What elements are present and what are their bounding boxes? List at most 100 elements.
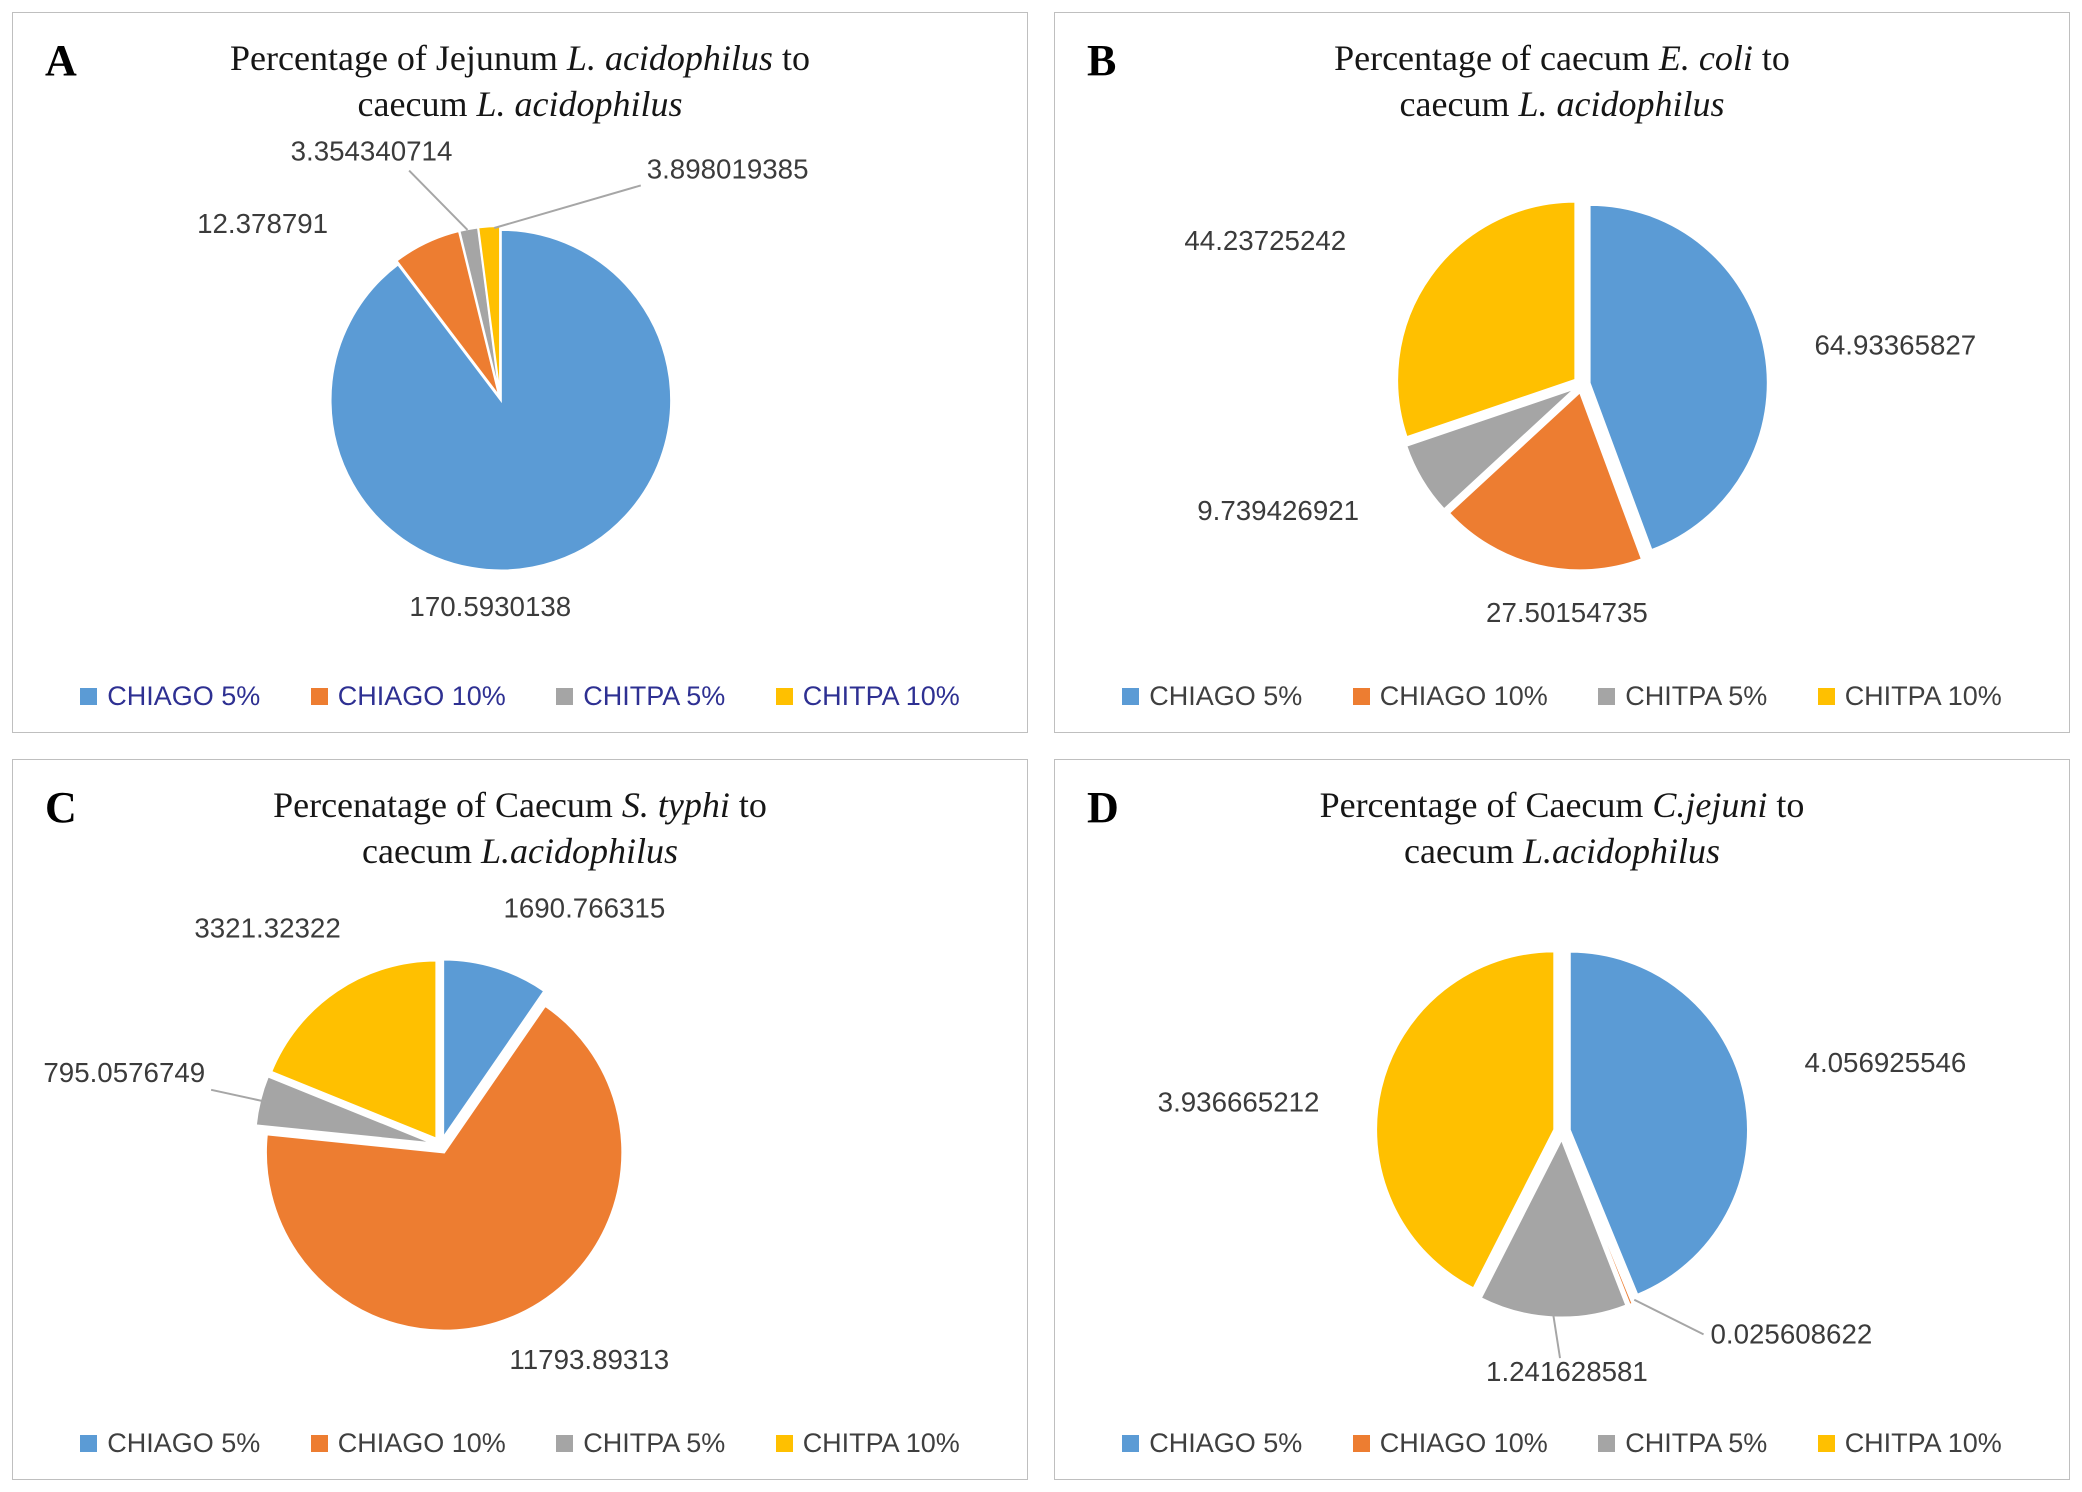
legend-label: CHIAGO 5% [107,1428,261,1458]
title-text-segment: caecum [1399,84,1519,125]
panel-letter-c: C [45,783,77,832]
legend-label: CHIAGO 10% [337,681,506,711]
legend-item-chiago-5-: CHIAGO 5% [1122,681,1302,712]
legend-swatch [80,1435,98,1452]
chart-title-line: Percentage of caecum E. coli to [1147,35,1977,81]
panel-d: D Percentage of Caecum C.jejuni to caecum… [1054,759,2070,1480]
title-italic-segment: E. coli [1658,38,1753,78]
title-text-segment: Percenatage of Caecum [273,785,622,825]
legend-label: CHITPA 5% [583,681,726,711]
chart-legend-b: CHIAGO 5% CHIAGO 10% CHITPA 5% CHITPA 10% [1067,675,2057,716]
title-italic-segment: L. acidophilus [566,38,773,78]
pie-chart-a: 170.5930138 12.378791 3.354340714 3.8980193… [197,136,809,622]
legend-swatch [310,1435,328,1452]
chart-title-line: caecum L. acidophilus [1147,81,1977,127]
chart-title-b: Percentage of caecum E. coli to caecum L.… [1147,35,1977,127]
pie-slice-chitpa-5- [1405,387,1576,511]
legend-item-chitpa-5-: CHITPA 5% [1598,1428,1767,1459]
pie-chart-c: 1690.766315 11793.89313 795.0576749 3321.32… [43,893,669,1375]
chart-title-c: Percenatage of Caecum S. typhi to caecum … [105,782,935,874]
title-italic-segment: L. acidophilus [1518,84,1725,125]
label-leader-line [1633,1298,1705,1336]
legend-swatch [1817,688,1835,705]
data-label-chitpa-10-: 3.936665212 [1158,1087,1320,1118]
legend-swatch [1352,688,1370,705]
legend-item-chitpa-5-: CHITPA 5% [556,681,725,712]
legend-item-chiago-10-: CHIAGO 10% [1352,681,1548,712]
legend-item-chitpa-5-: CHITPA 5% [556,1428,725,1459]
data-label-chiago-10-: 12.378791 [197,208,328,239]
title-italic-segment: L.acidophilus [480,831,678,872]
data-label-chitpa-5-: 1.241628581 [1486,1356,1648,1387]
pie-slice-chiago-10- [1564,1138,1634,1307]
legend-swatch [775,688,793,705]
legend-item-chiago-5-: CHIAGO 5% [80,1428,260,1459]
data-label-chitpa-10-: 3321.32322 [194,913,340,944]
chart-title-line: Percenatage of Caecum S. typhi to [105,782,935,828]
data-label-chiago-5-: 64.93365827 [1814,330,1976,361]
legend-swatch [1598,1435,1616,1452]
chart-legend-d: CHIAGO 5% CHIAGO 10% CHITPA 5% CHITPA 10% [1067,1422,2057,1463]
legend-item-chiago-5-: CHIAGO 5% [1122,1428,1302,1459]
legend-swatch [80,688,98,705]
data-label-chitpa-10-: 3.898019385 [647,154,809,185]
data-label-chiago-5-: 4.056925546 [1805,1047,1967,1078]
legend-swatch [1817,1435,1835,1452]
pie-slice-chiago-5- [1568,950,1749,1297]
legend-label: CHITPA 10% [802,1428,960,1458]
label-leader-line [210,1089,266,1103]
chart-legend-a: CHIAGO 5% CHIAGO 10% CHITPA 5% CHITPA 10% [25,675,1015,716]
pie-slice-chiago-10- [264,1004,624,1332]
legend-item-chitpa-5-: CHITPA 5% [1598,681,1767,712]
pie-slice-chitpa-10- [1396,200,1577,439]
legend-label: CHITPA 10% [1844,1428,2002,1458]
chart-legend-c: CHIAGO 5% CHIAGO 10% CHITPA 5% CHITPA 10% [25,1422,1015,1463]
pie-chart-b: 64.93365827 27.50154735 9.739426921 44.2372… [1184,200,1976,628]
legend-label: CHITPA 10% [1844,681,2002,711]
legend-label: CHITPA 5% [583,1428,726,1458]
chart-title-line: caecum L. acidophilus [105,81,935,127]
pie-slice-chiago-5- [1588,203,1769,552]
legend-item-chitpa-10-: CHITPA 10% [775,1428,960,1459]
label-leader-line [1552,1313,1561,1359]
title-text-segment: Percentage of Jejunum [230,38,567,78]
data-label-chitpa-5-: 3.354340714 [291,136,453,167]
pie-slice-chitpa-10- [1375,950,1556,1290]
legend-item-chiago-10-: CHIAGO 10% [310,681,506,712]
title-italic-segment: L.acidophilus [1522,831,1720,872]
data-label-chiago-10-: 0.025608622 [1710,1318,1872,1349]
legend-swatch [1598,688,1616,705]
legend-swatch [556,688,574,705]
data-label-chiago-10-: 27.50154735 [1486,597,1648,628]
label-leader-line [493,184,642,230]
panel-b: B Percentage of caecum E. coli to caecum … [1054,12,2070,733]
panel-letter-d: D [1087,783,1119,832]
title-italic-segment: L. acidophilus [476,84,683,125]
title-text-segment: Percentage of Caecum [1319,785,1653,825]
title-text-segment: caecum [357,84,477,125]
title-italic-segment: S. typhi [621,785,730,825]
chart-title-line: Percentage of Caecum C.jejuni to [1147,782,1977,828]
label-leader-line [408,170,469,231]
legend-item-chitpa-10-: CHITPA 10% [1817,681,2002,712]
legend-label: CHIAGO 5% [1149,681,1303,711]
legend-item-chiago-10-: CHIAGO 10% [1352,1428,1548,1459]
legend-swatch [1352,1435,1370,1452]
data-label-chiago-10-: 11793.89313 [509,1344,669,1375]
data-label-chiago-5-: 170.5930138 [409,591,571,622]
data-label-chitpa-10-: 44.23725242 [1184,225,1346,256]
title-text-segment: caecum [362,831,481,872]
pie-slice-chitpa-10- [269,959,438,1141]
chart-title-line: caecum L.acidophilus [105,828,935,874]
legend-label: CHIAGO 10% [337,1428,506,1458]
legend-label: CHITPA 5% [1625,681,1768,711]
title-text-segment: to [1767,785,1805,825]
legend-item-chiago-5-: CHIAGO 5% [80,681,260,712]
legend-swatch [1122,1435,1140,1452]
legend-label: CHITPA 5% [1625,1428,1768,1458]
title-text-segment: to [729,785,767,825]
panel-a: A Percentage of Jejunum L. acidophilus t… [12,12,1028,733]
title-text-segment: to [1752,38,1790,78]
data-label-chiago-5-: 1690.766315 [503,893,665,924]
legend-swatch [775,1435,793,1452]
